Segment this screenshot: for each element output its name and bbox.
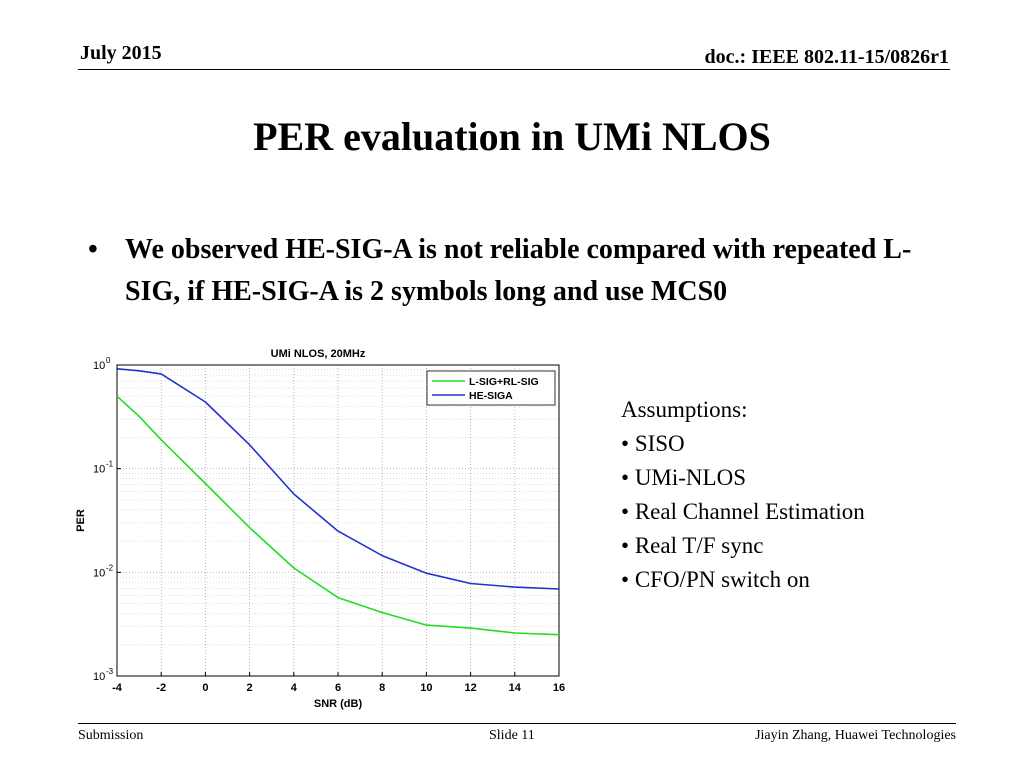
y-tick-exponent: 0 — [106, 356, 111, 365]
x-tick-label: 8 — [379, 682, 385, 694]
series-line-0 — [116, 395, 560, 636]
legend-label: L-SIG+RL-SIG — [469, 376, 539, 388]
y-tick-label: 10 — [93, 567, 105, 579]
x-tick-label: 2 — [247, 682, 253, 694]
assumption-item: CFO/PN switch on — [621, 563, 865, 597]
header-divider — [78, 69, 950, 70]
bullet-marker: • — [88, 234, 98, 265]
x-tick-label: -4 — [112, 682, 123, 694]
assumptions-heading: Assumptions: — [621, 397, 748, 422]
footer-submission: Submission — [78, 728, 144, 743]
bullet-text: We observed HE-SIG-A is not reliable com… — [125, 234, 912, 307]
assumption-item: Real Channel Estimation — [621, 495, 865, 529]
x-tick-label: 14 — [509, 682, 522, 694]
legend-label: HE-SIGA — [469, 390, 513, 402]
slide-title: PER evaluation in UMi NLOS — [253, 114, 771, 159]
x-tick-label: -2 — [156, 682, 166, 694]
x-tick-label: 6 — [335, 682, 341, 694]
y-tick-exponent: -2 — [106, 563, 114, 572]
x-tick-label: 10 — [420, 682, 432, 694]
series-line-1 — [116, 368, 560, 590]
legend-box — [426, 370, 556, 406]
footer-slide-number: Slide 11 — [489, 728, 535, 743]
y-tick-exponent: -1 — [106, 460, 114, 469]
y-tick-label: 10 — [93, 671, 105, 683]
x-tick-label: 0 — [202, 682, 208, 694]
x-axis-label: SNR (dB) — [314, 698, 363, 710]
bullet-list: • We observed HE-SIG-A is not reliable c… — [88, 229, 948, 337]
assumptions-box: Assumptions: SISO UMi-NLOS Real Channel … — [621, 393, 865, 597]
footer-author: Jiayin Zhang, Huawei Technologies — [755, 728, 956, 743]
chart-title: UMi NLOS, 20MHz — [271, 348, 366, 360]
assumption-item: Real T/F sync — [621, 529, 865, 563]
y-axis-label: PER — [75, 509, 87, 532]
header-date: July 2015 — [80, 42, 162, 64]
assumption-item: SISO — [621, 427, 865, 461]
x-tick-label: 12 — [464, 682, 476, 694]
footer-divider — [78, 723, 956, 724]
assumption-item: UMi-NLOS — [621, 461, 865, 495]
y-tick-label: 10 — [93, 360, 105, 372]
y-tick-exponent: -3 — [106, 667, 114, 676]
header-doc-id: doc.: IEEE 802.11-15/0826r1 — [704, 46, 949, 68]
per-chart: -4 -2 0 2 4 6 8 10 12 14 16 10 0 10 -1 10 -2 10 -3 UMi NLOS… — [70, 338, 570, 718]
x-tick-label: 16 — [553, 682, 565, 694]
y-tick-label: 10 — [93, 464, 105, 476]
x-tick-label: 4 — [291, 682, 298, 694]
